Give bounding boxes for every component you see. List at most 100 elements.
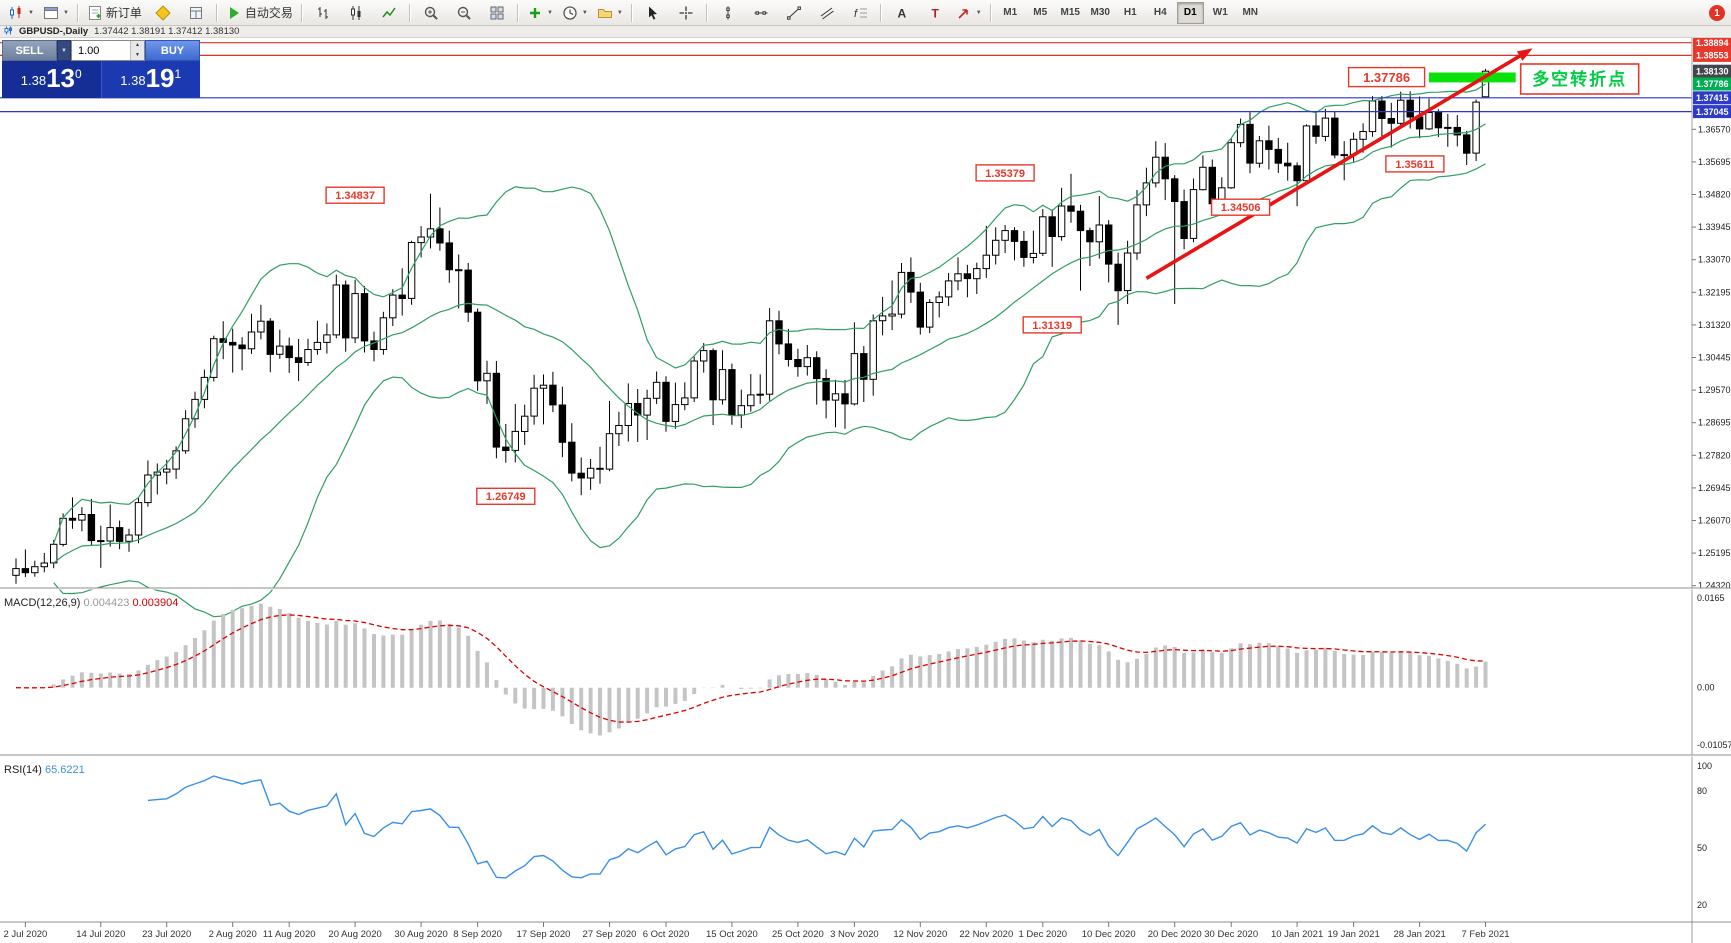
new-chart-button[interactable]: ▼ xyxy=(4,1,38,25)
editor-diamond-icon xyxy=(155,4,171,21)
svg-text:1.27820: 1.27820 xyxy=(1698,450,1731,460)
one-click-top-row: SELL ▼ ▲ ▼ BUY xyxy=(2,40,200,61)
chart-candles-icon xyxy=(8,5,24,21)
sell-button[interactable]: SELL xyxy=(2,40,57,61)
price-label[interactable]: 1.34837 xyxy=(325,186,385,204)
zoom-out-button[interactable] xyxy=(448,1,480,25)
svg-text:1.34506: 1.34506 xyxy=(1221,202,1261,214)
timeframe-d1-button[interactable]: D1 xyxy=(1176,1,1204,24)
sell-price-big-digits: 13 xyxy=(46,63,76,93)
bars-chart-button[interactable] xyxy=(307,1,339,25)
timeframe-w1-button[interactable]: W1 xyxy=(1212,7,1228,18)
text-label-button[interactable]: T xyxy=(919,1,951,25)
chart-window-icon xyxy=(4,26,13,38)
timeframe-m30-button[interactable]: M30 xyxy=(1090,7,1110,18)
text-button[interactable]: A xyxy=(886,1,918,25)
vertical-line-button[interactable] xyxy=(712,1,744,25)
templates-button[interactable]: ▼ xyxy=(593,1,627,25)
play-green-icon xyxy=(226,5,242,21)
timeframe-m15-button[interactable]: M15 xyxy=(1060,7,1080,18)
timeframe-mn-button[interactable]: MN xyxy=(1242,7,1259,18)
cursor-button[interactable] xyxy=(637,1,669,25)
svg-text:27 Sep 2020: 27 Sep 2020 xyxy=(583,929,637,940)
sell-price[interactable]: 1.38 13 0 xyxy=(2,61,101,98)
metaeditor-button[interactable] xyxy=(147,1,179,25)
buy-button[interactable]: BUY xyxy=(145,40,200,61)
horizontal-line-objects[interactable] xyxy=(0,42,1692,113)
volume-input[interactable] xyxy=(72,41,130,60)
turning-point-note[interactable]: 多空转折点 xyxy=(1519,63,1640,95)
arrows-button[interactable]: ▼ xyxy=(952,1,986,25)
chart-canvas[interactable]: 1.34837 1.26749 1.35379 1.31319 1.34506 1.356… xyxy=(0,26,1731,943)
volume-increase-button[interactable]: ▲ xyxy=(131,41,144,51)
template-chart-icon xyxy=(597,5,613,21)
price-label[interactable]: 1.35379 xyxy=(975,164,1035,182)
equidistant-channel-button[interactable] xyxy=(811,1,843,25)
toolbar: ▼ ▼ 新订单 自动交易 ▼ ▼ ▼ f A T ▼ M1 M5 M15 M30 H1 H4 D1 W1 MN xyxy=(0,0,1731,26)
price-label[interactable]: 1.35611 xyxy=(1385,155,1445,173)
chart-background xyxy=(0,26,1731,943)
dropdown-caret-icon: ▼ xyxy=(546,9,553,16)
new-order-button[interactable]: 新订单 xyxy=(83,1,146,25)
candles-chart-button[interactable] xyxy=(340,1,372,25)
green-zone-rectangle[interactable] xyxy=(1429,72,1516,83)
macd-histogram xyxy=(23,603,1488,736)
svg-text:0.0165: 0.0165 xyxy=(1697,593,1725,603)
tile-windows-button[interactable] xyxy=(481,1,513,25)
volume-decrease-button[interactable]: ▼ xyxy=(131,50,144,60)
horizontal-line-button[interactable] xyxy=(745,1,777,25)
indicator-plus-icon xyxy=(527,5,543,21)
panel-separators[interactable] xyxy=(0,587,1731,923)
svg-text:28 Jan 2021: 28 Jan 2021 xyxy=(1393,929,1445,940)
trend-line-icon xyxy=(786,5,802,21)
svg-text:1.26070: 1.26070 xyxy=(1698,516,1731,526)
svg-text:1.30445: 1.30445 xyxy=(1698,353,1731,363)
trend-arrow[interactable] xyxy=(1145,48,1533,280)
tile-grid-icon xyxy=(489,5,505,21)
toolbar-separator xyxy=(705,3,708,22)
timeframe-m1-button[interactable]: M1 xyxy=(1003,7,1018,18)
trendline-button[interactable] xyxy=(778,1,810,25)
chart-title-bar: GBPUSD-,Daily 1.37442 1.38191 1.37412 1.… xyxy=(0,26,1731,38)
bollinger-upper-band xyxy=(53,83,1486,544)
price-label[interactable]: 1.37786 xyxy=(1347,66,1426,88)
svg-text:1.37786: 1.37786 xyxy=(1363,70,1410,85)
crosshair-button[interactable] xyxy=(670,1,702,25)
svg-text:1.36570: 1.36570 xyxy=(1698,124,1731,134)
volume-field: ▲ ▼ xyxy=(71,40,145,61)
svg-text:1.38130: 1.38130 xyxy=(1696,66,1729,76)
time-axis[interactable]: 2 Jul 2020 14 Jul 2020 23 Jul 2020 2 Aug 20… xyxy=(3,922,1510,940)
zoom-in-button[interactable] xyxy=(415,1,447,25)
dropdown-caret-icon: ▼ xyxy=(616,9,623,16)
svg-text:A: A xyxy=(897,6,906,20)
timeframe-h1-button[interactable]: H1 xyxy=(1123,7,1137,18)
price-label[interactable]: 1.26749 xyxy=(476,487,536,505)
indicators-button[interactable]: ▼ xyxy=(523,1,557,25)
price-scale[interactable]: 1.36570 1.35695 1.34820 1.33945 1.33070 1.321… xyxy=(1691,26,1731,943)
line-chart-icon xyxy=(381,5,397,21)
dropdown-caret-icon: ▼ xyxy=(62,9,69,16)
data-window-icon xyxy=(188,5,204,21)
fibonacci-button[interactable]: f xyxy=(844,1,876,25)
timeframe-h4-button[interactable]: H4 xyxy=(1153,7,1167,18)
autotrading-button[interactable]: 自动交易 xyxy=(222,1,297,25)
svg-text:1.29570: 1.29570 xyxy=(1698,385,1731,395)
price-label[interactable]: 1.34506 xyxy=(1210,198,1271,216)
line-chart-button[interactable] xyxy=(373,1,405,25)
buy-price[interactable]: 1.38 19 1 xyxy=(100,61,200,98)
profiles-button[interactable]: ▼ xyxy=(39,1,73,25)
svg-text:14 Jul 2020: 14 Jul 2020 xyxy=(76,929,125,940)
panel-menu-caret-icon[interactable]: ▼ xyxy=(57,40,71,61)
svg-text:1.34820: 1.34820 xyxy=(1698,190,1731,200)
dropdown-caret-icon: ▼ xyxy=(28,9,34,16)
svg-text:100: 100 xyxy=(1697,761,1712,771)
periods-button[interactable]: ▼ xyxy=(558,1,592,25)
notification-badge[interactable]: 1 xyxy=(1709,5,1725,21)
price-label[interactable]: 1.31319 xyxy=(1022,316,1082,334)
svg-text:1.33070: 1.33070 xyxy=(1698,255,1731,265)
volume-spinner: ▲ ▼ xyxy=(130,41,144,60)
svg-text:17 Sep 2020: 17 Sep 2020 xyxy=(517,929,571,940)
timeframe-m5-button[interactable]: M5 xyxy=(1033,7,1048,18)
data-window-button[interactable] xyxy=(180,1,212,25)
text-a-icon: A xyxy=(894,5,910,21)
